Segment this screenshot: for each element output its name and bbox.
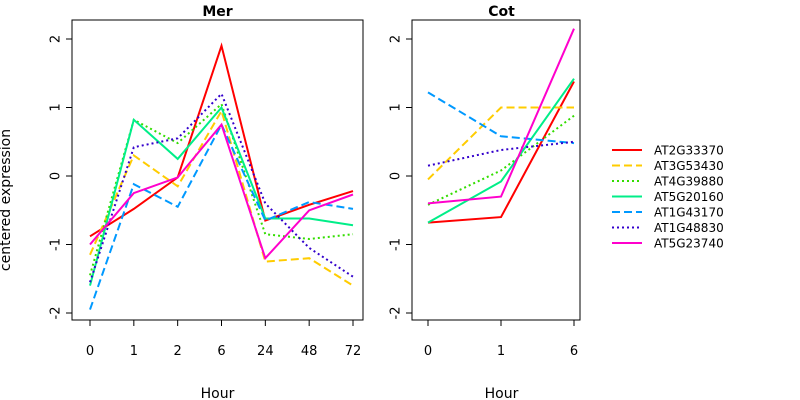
y-axis-label: centered expression [0,129,14,271]
cot-y-tick-label: 0 [389,172,404,180]
mer-y-tick-label: -1 [49,238,64,251]
panel-mer: Mer Hour centered expression 0 1 2 6 24 48 72 -… [0,4,364,400]
cot-x-tick-label: 0 [424,344,432,359]
mer-x-tick-label: 2 [174,344,182,359]
legend-item: AT1G48830 [612,221,724,235]
mer-x-tick-label: 6 [217,344,225,359]
legend-item: AT5G20160 [612,190,724,204]
cot-plot-frame [411,19,581,321]
mer-x-tick-label: 72 [345,344,362,359]
mer-series-at4g39880 [89,102,354,276]
cot-x-tick-label: 1 [497,344,505,359]
legend-label: AT1G43170 [654,206,724,220]
cot-series-at5g20160 [427,78,575,224]
mer-y-tick-label: 0 [49,172,64,180]
mer-y-tick-label: 1 [49,103,64,111]
cot-series-at2g33370 [427,81,575,224]
legend-label: AT5G23740 [654,237,724,251]
legend-label: AT2G33370 [654,144,724,158]
cot-series-at1g48830 [427,140,575,167]
cot-x-tick-label: 6 [570,344,578,359]
panel-cot: Cot Hour 0 1 6 -2 -1 0 1 2 [389,4,581,400]
mer-lines [89,42,354,310]
cot-series-at5g23740 [427,28,575,205]
mer-x-axis-label: Hour [201,386,235,400]
legend-item: AT2G33370 [612,144,724,158]
legend-label: AT3G53430 [654,159,724,173]
legend-label: AT4G39880 [654,175,724,189]
mer-series-at5g20160 [89,105,354,286]
cot-series-at3g53430 [427,106,574,181]
mer-y-tick-label: 2 [49,35,64,43]
mer-series-at2g33370 [89,42,354,238]
cot-y-tick-label: -2 [389,307,404,320]
mer-title: Mer [202,4,232,20]
cot-lines [427,28,575,224]
mer-ticks: 0 1 2 6 24 48 72 -2 -1 0 1 2 [49,35,362,359]
cot-series-at1g43170 [427,91,575,145]
legend-item: AT1G43170 [612,206,724,220]
legend-label: AT1G48830 [654,221,724,235]
cot-x-axis-label: Hour [485,386,519,400]
cot-ticks: 0 1 6 -2 -1 0 1 2 [389,35,579,359]
legend-label: AT5G20160 [654,190,724,204]
mer-series-at3g53430 [89,108,354,287]
cot-y-tick-label: 1 [389,103,404,111]
cot-series-at4g39880 [427,114,575,206]
cot-title: Cot [488,4,515,20]
mer-x-tick-label: 1 [130,344,138,359]
mer-x-tick-label: 24 [257,344,274,359]
mer-x-tick-label: 0 [86,344,94,359]
mer-series-at1g43170 [89,122,354,310]
cot-y-tick-label: -1 [389,238,404,251]
legend-item: AT4G39880 [612,175,724,189]
legend-item: AT5G23740 [612,237,724,251]
mer-series-at5g23740 [89,122,354,261]
legend-item: AT3G53430 [612,159,724,173]
mer-plot-frame [71,19,364,321]
mer-x-tick-label: 48 [301,344,318,359]
cot-y-tick-label: 2 [389,35,404,43]
mer-series-at1g48830 [89,92,354,283]
mer-y-tick-label: -2 [49,307,64,320]
